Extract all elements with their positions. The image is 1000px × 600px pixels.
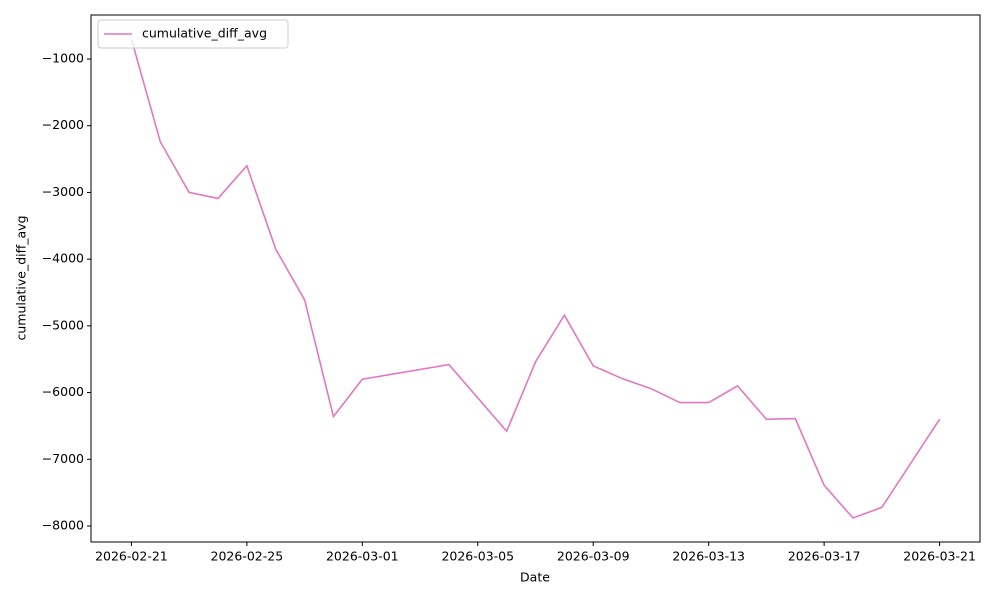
- x-tick-label: 2026-03-17: [788, 549, 861, 564]
- x-tick-label: 2026-03-13: [672, 549, 745, 564]
- y-tick-label: −7000: [42, 451, 84, 466]
- y-tick-label: −6000: [42, 384, 84, 399]
- x-tick-label: 2026-03-05: [441, 549, 514, 564]
- y-tick-label: −2000: [42, 117, 84, 132]
- y-tick-label: −4000: [42, 251, 84, 266]
- x-tick-label: 2026-03-21: [903, 549, 976, 564]
- y-tick-label: −5000: [42, 317, 84, 332]
- line-series: [130, 38, 941, 519]
- y-tick-label: −3000: [42, 184, 84, 199]
- x-tick-label: 2026-03-01: [326, 549, 399, 564]
- x-tick-label: 2026-03-09: [557, 549, 630, 564]
- y-tick-label: −8000: [42, 517, 84, 532]
- x-axis-label: Date: [520, 570, 550, 585]
- x-tick-label: 2026-02-25: [211, 549, 284, 564]
- plot-frame: [90, 14, 981, 543]
- legend-box: [97, 19, 289, 49]
- x-tick-label: 2026-02-21: [95, 549, 168, 564]
- y-axis-label: cumulative_diff_avg: [14, 216, 29, 341]
- y-tick-label: −1000: [42, 51, 84, 66]
- legend-label: cumulative_diff_avg: [142, 26, 267, 41]
